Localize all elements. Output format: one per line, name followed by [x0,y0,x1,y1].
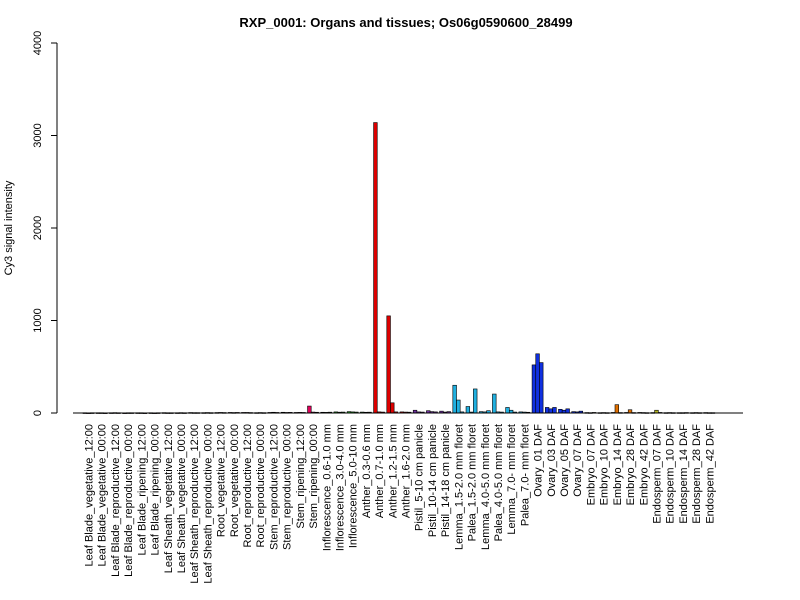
bar [552,407,557,414]
x-category-label: Embryo_10 DAF [599,424,611,506]
x-category-label: Stem_reproductive_12:00 [268,424,280,550]
y-tick-label: 3000 [32,123,44,147]
bar [535,353,540,414]
x-category-label: Endosperm_14 DAF [678,424,690,524]
y-tick-label: 1000 [32,308,44,332]
x-category-label: Leaf Blade_vegetative_12:00 [84,424,96,567]
x-category-label: Leaf Blade_reproductive_12:00 [110,424,122,577]
x-category-label: Leaf Sheath_vegetative_00:00 [176,424,188,573]
bar [531,364,537,414]
x-category-label: Anther_0.3-0.6 mm [361,424,373,518]
x-category-label: Palea_4.0-5.0 mm floret [493,424,505,541]
bar [492,393,497,414]
bar [544,407,550,414]
x-category-label: Lemma_1.5-2.0 mm floret [453,424,465,550]
x-category-label: Embryo_42 DAF [638,424,650,506]
y-tick-label: 0 [32,410,44,416]
bar [558,408,563,414]
bar [539,362,544,414]
bar [390,402,395,414]
x-category-label: Stem_ripening_00:00 [308,424,320,529]
y-axis-label: Cy3 signal intensity [3,180,15,275]
bar [505,407,510,414]
x-category-label: Inflorescence_5.0-10 mm [348,424,360,548]
y-tick-label: 4000 [32,31,44,55]
x-category-label: Root_reproductive_00:00 [255,424,267,548]
y-axis: 0 1000 2000 3000 4000 [32,31,58,416]
x-category-label: Leaf Blade_ripening_00:00 [150,424,162,556]
x-category-label: Lemma_7.0- mm floret [506,424,518,535]
x-category-label: Ovary_05 DAF [559,424,571,497]
x-category-label: Endosperm_28 DAF [691,424,703,524]
x-category-label: Leaf Sheath_reproductive_12:00 [189,424,201,584]
x-category-label: Root_vegetative_00:00 [229,424,241,537]
bar [473,388,478,414]
x-category-label: Palea_1.5-2.0 mm floret [467,424,479,541]
x-category-label: Palea_7.0- mm floret [519,424,531,526]
x-category-label: Leaf Sheath_reproductive_00:00 [202,424,214,584]
x-category-label: Pistil_5-10 cm panicle [414,424,426,531]
x-category-label: Stem_reproductive_00:00 [282,424,294,550]
bar [456,399,461,414]
y-tick-label: 2000 [32,216,44,240]
bars [82,122,716,414]
x-category-label: Stem_ripening_12:00 [295,424,307,529]
bar [373,122,378,414]
x-category-label: Ovary_07 DAF [572,424,584,497]
x-category-label: Root_reproductive_12:00 [242,424,254,548]
bar [452,384,457,414]
bar [386,315,391,414]
x-category-label: Embryo_07 DAF [585,424,597,506]
x-category-label: Endosperm_10 DAF [665,424,677,524]
bar [614,404,619,414]
x-category-label: Lemma_4.0-5.0 mm floret [480,424,492,550]
x-axis-labels: Leaf Blade_vegetative_12:00 Leaf Blade_ve… [84,424,717,584]
x-category-label: Pistil_10-14 cm panicle [427,424,439,537]
x-category-label: Inflorescence_3.0-4.0 mm [334,424,346,551]
x-category-label: Leaf Blade_reproductive_00:00 [123,424,135,577]
x-category-label: Embryo_28 DAF [625,424,637,506]
bar [307,405,312,414]
x-category-label: Anther_0.7-1.0 mm [374,424,386,518]
bar [465,406,471,414]
x-category-label: Anther_1.6-2.0 mm [401,424,413,518]
x-category-label: Ovary_01 DAF [533,424,545,497]
x-category-label: Ovary_03 DAF [546,424,558,497]
x-category-label: Endosperm_07 DAF [651,424,663,524]
x-category-label: Leaf Blade_vegetative_00:00 [97,424,109,567]
x-category-label: Inflorescence_0.6-1.0 mm [321,424,333,551]
x-category-label: Endosperm_42 DAF [704,424,716,524]
bar [548,408,553,414]
x-category-label: Pistil_14-18 cm panicle [440,424,452,537]
x-category-label: Anther_1.2-1.5 mm [387,424,399,518]
x-category-label: Leaf Blade_ripening_12:00 [136,424,148,556]
x-category-label: Embryo_14 DAF [612,424,624,506]
x-category-label: Root_vegetative_12:00 [216,424,228,537]
x-category-label: Leaf Sheath_vegetative_12:00 [163,424,175,573]
bar [565,408,570,414]
chart-title: RXP_0001: Organs and tissues; Os06g05906… [239,15,572,30]
